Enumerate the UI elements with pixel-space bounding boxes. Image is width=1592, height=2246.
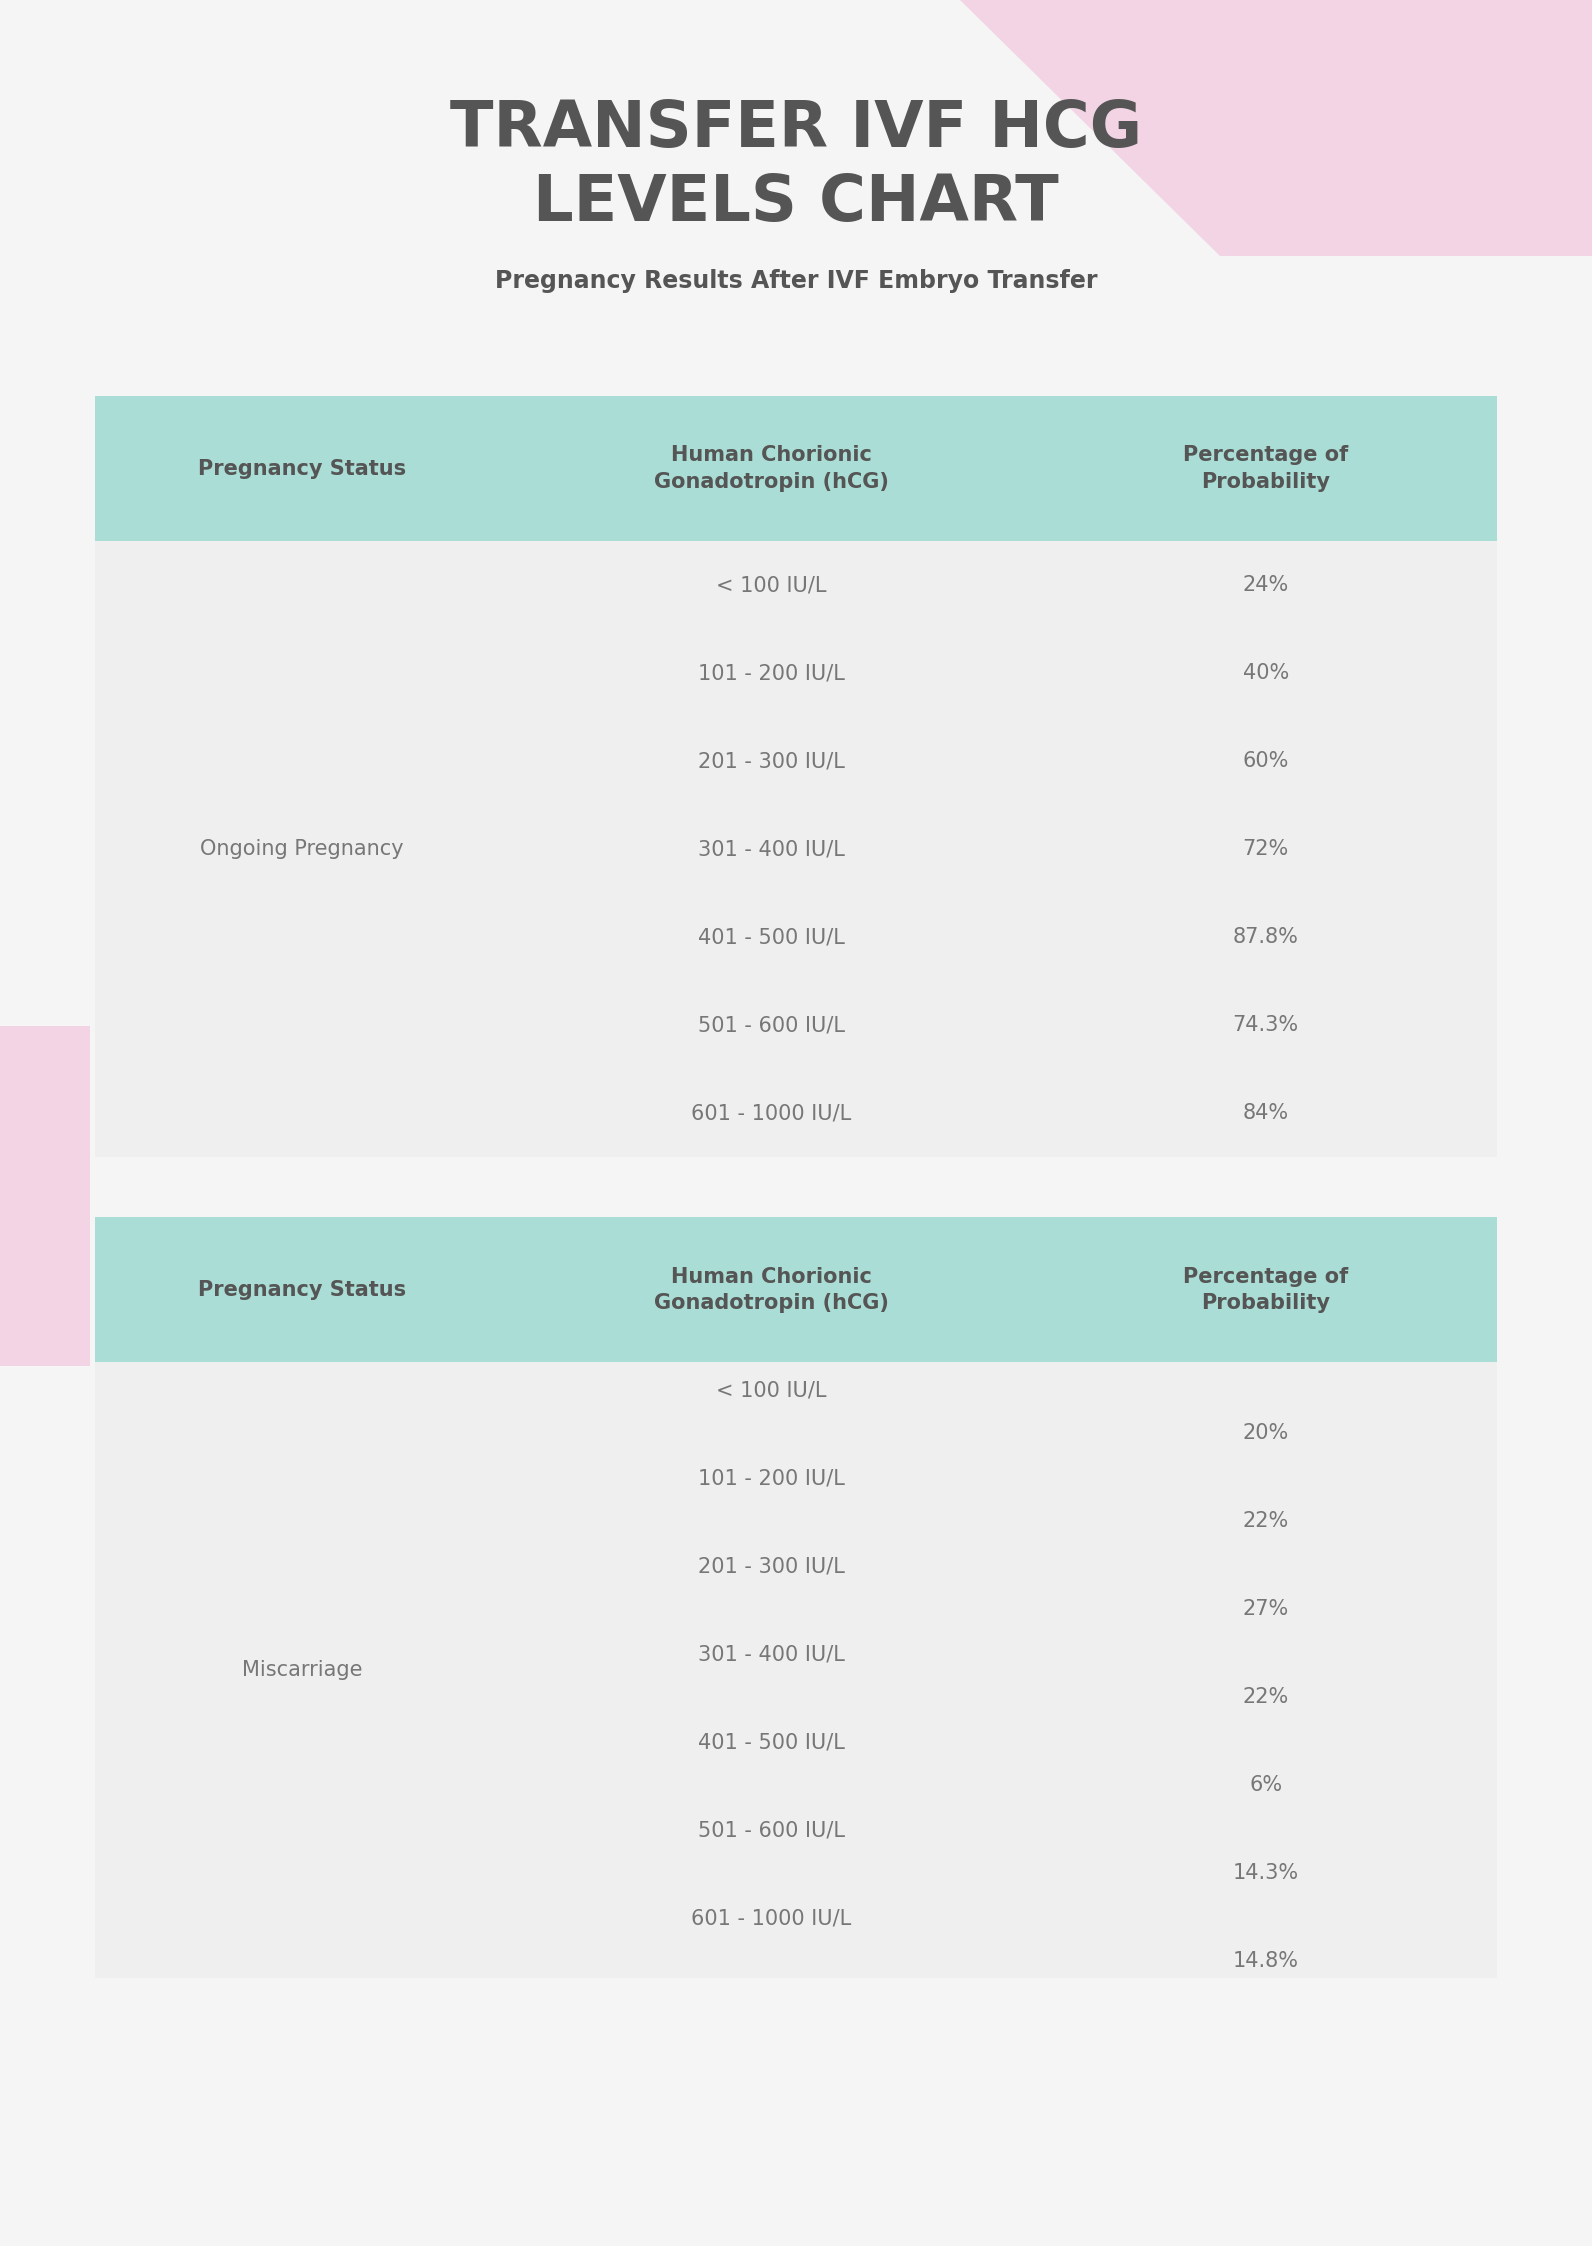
Text: 20%: 20% [1242,1422,1290,1442]
Text: Pregnancy Status: Pregnancy Status [197,1280,406,1300]
Text: 601 - 1000 IU/L: 601 - 1000 IU/L [691,1103,852,1123]
FancyBboxPatch shape [96,395,1496,541]
Text: 101 - 200 IU/L: 101 - 200 IU/L [697,663,845,683]
Text: 74.3%: 74.3% [1232,1015,1299,1035]
FancyBboxPatch shape [96,1363,1496,1979]
Text: 84%: 84% [1243,1103,1290,1123]
Text: Miscarriage: Miscarriage [242,1660,361,1680]
Text: 6%: 6% [1250,1774,1282,1795]
Text: 401 - 500 IU/L: 401 - 500 IU/L [697,928,845,948]
Text: 201 - 300 IU/L: 201 - 300 IU/L [697,1556,845,1577]
Text: 301 - 400 IU/L: 301 - 400 IU/L [697,840,845,860]
Text: TRANSFER IVF HCG
LEVELS CHART: TRANSFER IVF HCG LEVELS CHART [451,99,1141,234]
Text: 601 - 1000 IU/L: 601 - 1000 IU/L [691,1909,852,1929]
Text: Human Chorionic
Gonadotropin (hCG): Human Chorionic Gonadotropin (hCG) [654,1267,888,1314]
Text: 22%: 22% [1242,1512,1290,1532]
Polygon shape [0,1026,91,1366]
Text: Percentage of
Probability: Percentage of Probability [1183,1267,1348,1314]
Text: < 100 IU/L: < 100 IU/L [716,575,826,595]
FancyBboxPatch shape [96,541,1496,1157]
Text: Pregnancy Results After IVF Embryo Transfer: Pregnancy Results After IVF Embryo Trans… [495,270,1097,292]
Text: 301 - 400 IU/L: 301 - 400 IU/L [697,1644,845,1664]
Text: 60%: 60% [1242,750,1290,770]
Text: 22%: 22% [1242,1687,1290,1707]
Text: 27%: 27% [1242,1599,1290,1619]
FancyBboxPatch shape [96,1217,1496,1363]
Text: 87.8%: 87.8% [1232,928,1299,948]
Text: Pregnancy Status: Pregnancy Status [197,458,406,478]
Text: 14.8%: 14.8% [1232,1952,1299,1970]
Text: 101 - 200 IU/L: 101 - 200 IU/L [697,1469,845,1489]
Text: < 100 IU/L: < 100 IU/L [716,1381,826,1402]
Text: 72%: 72% [1242,840,1290,860]
Text: 14.3%: 14.3% [1232,1862,1299,1882]
Text: Human Chorionic
Gonadotropin (hCG): Human Chorionic Gonadotropin (hCG) [654,445,888,492]
Text: 401 - 500 IU/L: 401 - 500 IU/L [697,1732,845,1752]
Text: 201 - 300 IU/L: 201 - 300 IU/L [697,750,845,770]
Text: 501 - 600 IU/L: 501 - 600 IU/L [697,1015,845,1035]
Text: 501 - 600 IU/L: 501 - 600 IU/L [697,1822,845,1839]
Text: Ongoing Pregnancy: Ongoing Pregnancy [201,840,404,860]
Text: 40%: 40% [1242,663,1290,683]
Polygon shape [960,0,1592,256]
Text: 24%: 24% [1242,575,1290,595]
Text: Percentage of
Probability: Percentage of Probability [1183,445,1348,492]
